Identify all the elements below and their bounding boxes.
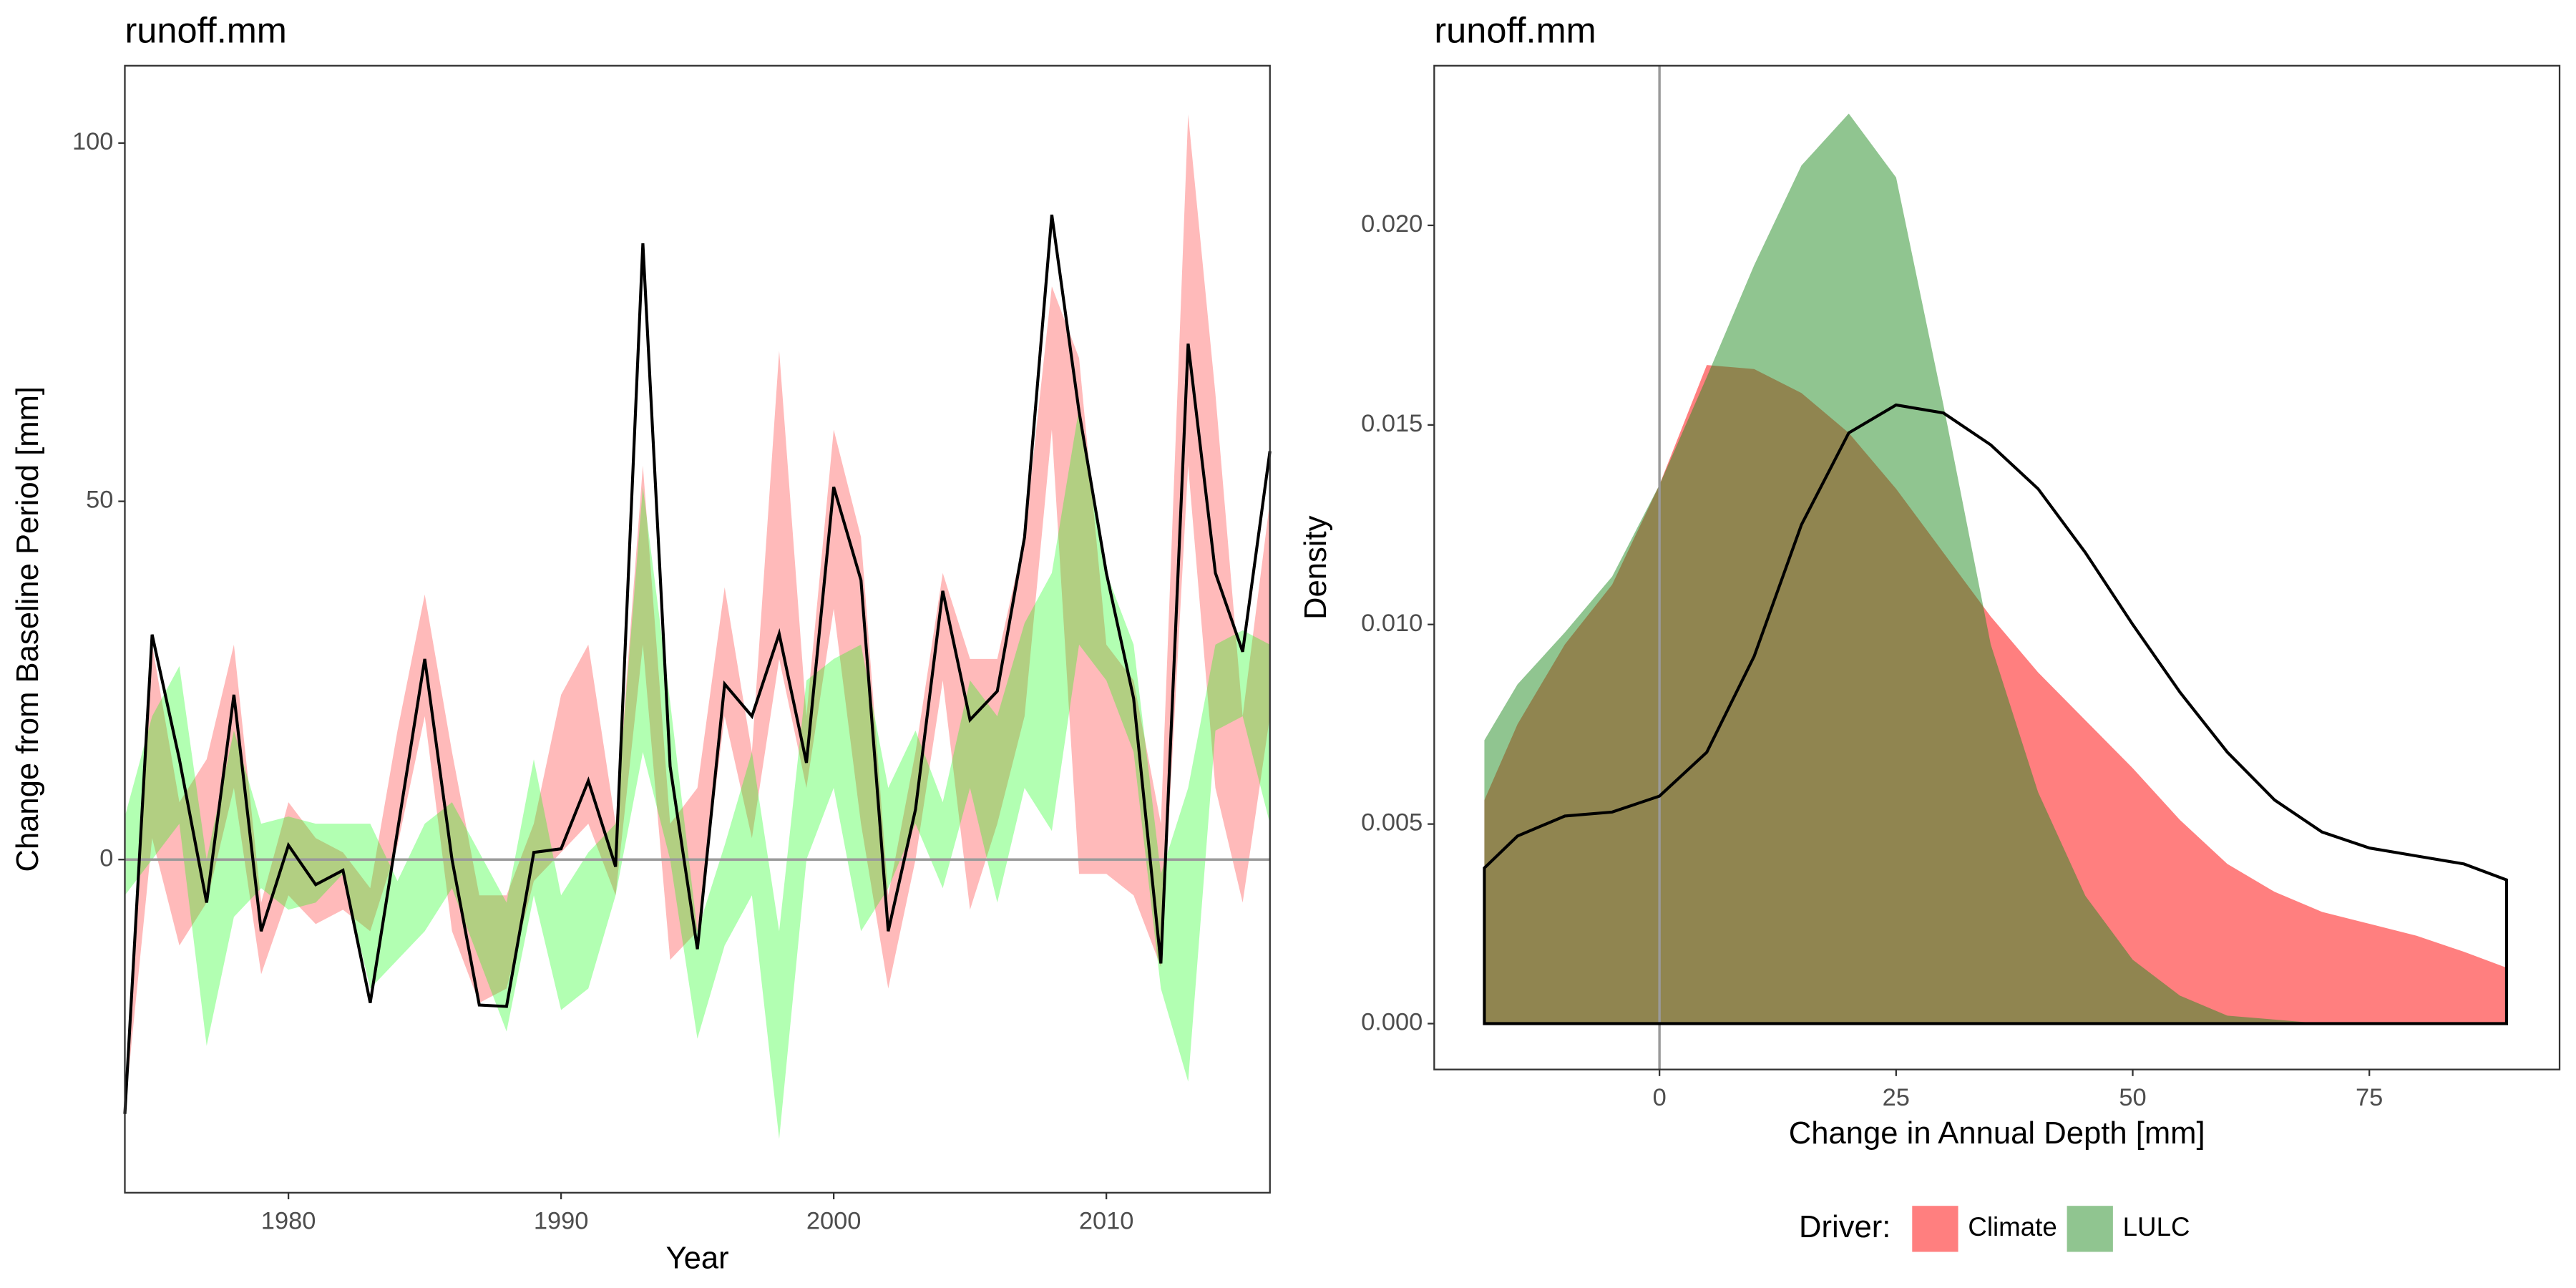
legend-swatch	[2067, 1206, 2113, 1252]
x-tick-label: 1990	[534, 1207, 589, 1234]
x-axis-title: Change in Annual Depth [mm]	[1789, 1116, 2205, 1151]
y-axis-title: Change from Baseline Period [mm]	[11, 386, 45, 872]
x-tick-label: 25	[1883, 1084, 1910, 1111]
x-tick-label: 2010	[1079, 1207, 1134, 1234]
legend-label: Climate	[1968, 1212, 2057, 1241]
y-axis-title: Density	[1299, 515, 1333, 620]
x-tick-label: 2000	[806, 1207, 862, 1234]
plot-frame	[124, 64, 1271, 1194]
y-tick-label: 0.005	[1361, 809, 1423, 836]
y-tick-label: 0.015	[1361, 410, 1423, 437]
chart-title: runoff.mm	[1434, 9, 1596, 50]
chart-title: runoff.mm	[125, 9, 286, 50]
y-tick-label: 0.020	[1361, 210, 1423, 238]
plot-frame	[1433, 64, 2561, 1070]
legend-swatch	[1912, 1206, 1958, 1252]
x-tick-label: 75	[2356, 1084, 2383, 1111]
band	[125, 408, 1270, 1139]
y-tick-label: 100	[72, 128, 113, 155]
band	[125, 114, 1270, 1111]
legend-label: LULC	[2123, 1212, 2190, 1241]
y-tick-label: 50	[86, 487, 113, 514]
legend-title: Driver:	[1799, 1210, 1890, 1244]
x-axis-title: Year	[666, 1241, 729, 1275]
x-tick-label: 50	[2119, 1084, 2146, 1111]
y-tick-label: 0.000	[1361, 1009, 1423, 1036]
x-tick-label: 1980	[261, 1207, 316, 1234]
line	[123, 214, 1272, 1114]
y-tick-label: 0.010	[1361, 610, 1423, 637]
x-tick-label: 0	[1653, 1084, 1667, 1111]
density-area	[1484, 113, 2507, 1024]
density-outline	[1483, 403, 2509, 1025]
y-tick-label: 0	[99, 844, 113, 872]
